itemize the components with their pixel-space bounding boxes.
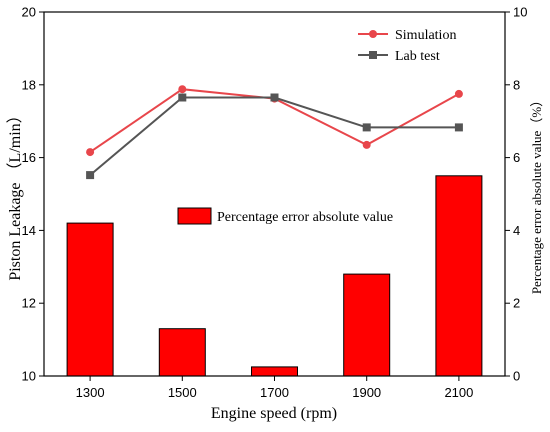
y2-tick-label: 10 xyxy=(513,5,527,20)
error-bar xyxy=(158,328,206,377)
y2-axis-label: Percentage error absolute value（%） xyxy=(529,94,544,294)
legend-error-swatch xyxy=(177,207,212,225)
legend-simulation-label: Simulation xyxy=(395,28,456,43)
y2-tick-label: 0 xyxy=(513,369,520,384)
simulation-point xyxy=(454,89,463,98)
simulation-point xyxy=(86,148,95,157)
x-tick-label: 1500 xyxy=(168,385,197,400)
y-axis-label: Piston Leakage （L/min） xyxy=(6,107,24,280)
x-tick-label: 1900 xyxy=(352,385,381,400)
y-tick-label: 18 xyxy=(22,77,36,92)
left-axis: 10 12 14 16 18 20 xyxy=(22,5,44,384)
bar-legend: Percentage error absolute value xyxy=(177,207,393,225)
simulation-point xyxy=(362,140,371,149)
y-tick-label: 12 xyxy=(22,296,36,311)
lab-test-point xyxy=(86,171,95,180)
simulation-point xyxy=(178,85,187,94)
y2-tick-label: 2 xyxy=(513,296,520,311)
lines-layer xyxy=(86,85,463,180)
lab-test-point xyxy=(270,93,279,102)
x-tick-label: 1700 xyxy=(260,385,289,400)
error-bar xyxy=(251,366,298,377)
legend-error-label: Percentage error absolute value xyxy=(217,210,393,225)
legend-simulation-marker xyxy=(369,30,377,38)
y-tick-label: 14 xyxy=(22,223,36,238)
lab-test-point xyxy=(454,123,463,132)
error-bar xyxy=(435,175,483,377)
lab-test-point xyxy=(178,93,187,102)
x-axis: 1300 1500 1700 1900 2100 xyxy=(76,376,473,400)
legend-labtest-marker xyxy=(369,51,377,59)
line-legend: Simulation Lab test xyxy=(358,28,456,64)
bars-layer xyxy=(66,175,483,377)
error-bar xyxy=(343,273,391,377)
y2-tick-label: 8 xyxy=(513,77,520,92)
lab-test-point xyxy=(362,123,371,132)
y-tick-label: 20 xyxy=(22,5,36,20)
legend-labtest-label: Lab test xyxy=(395,49,440,64)
right-axis: 0 2 4 6 8 10 xyxy=(505,5,527,384)
y-tick-label: 16 xyxy=(22,150,36,165)
x-tick-label: 2100 xyxy=(444,385,473,400)
x-tick-label: 1300 xyxy=(76,385,105,400)
lab-test-line xyxy=(89,96,459,176)
y-tick-label: 10 xyxy=(22,369,36,384)
y2-tick-label: 6 xyxy=(513,150,520,165)
error-bar xyxy=(66,222,114,377)
y2-tick-label: 4 xyxy=(513,223,520,238)
x-axis-label: Engine speed (rpm) xyxy=(211,405,337,422)
